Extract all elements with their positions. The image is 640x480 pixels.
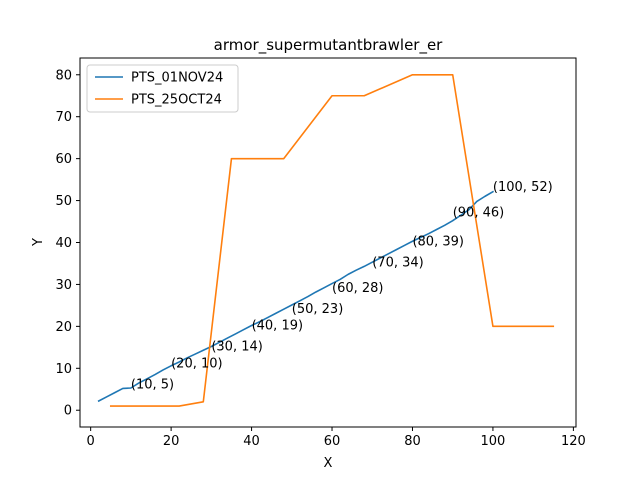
data-label: (60, 28): [332, 281, 384, 296]
data-label: (30, 14): [211, 340, 262, 355]
y-tick-label: 50: [55, 194, 72, 209]
data-label: (100, 52): [493, 180, 553, 195]
data-label: (50, 23): [292, 302, 344, 317]
data-label: (20, 10): [171, 356, 223, 371]
data-label: (40, 19): [252, 319, 304, 334]
x-tick-label: 120: [561, 434, 586, 449]
y-tick-label: 70: [55, 110, 72, 125]
chart-title: armor_supermutantbrawler_er: [214, 36, 444, 55]
y-tick-label: 30: [55, 278, 72, 293]
series-line-PTS_01NOV24: [97, 190, 495, 403]
data-label: (10, 5): [131, 377, 174, 392]
y-tick-label: 40: [55, 236, 72, 251]
y-tick-label: 60: [55, 152, 72, 167]
y-tick-label: 20: [55, 320, 72, 335]
y-tick-label: 80: [55, 68, 72, 83]
series-line-PTS_25OCT24: [109, 73, 555, 407]
data-label: (80, 39): [412, 235, 464, 250]
x-tick-label: 60: [324, 434, 341, 449]
plot-area: (10, 5) (20, 10)(30, 14) (40, 19) (50, 23) (…: [97, 73, 555, 407]
x-tick-label: 0: [87, 434, 95, 449]
x-axis-label: X: [324, 456, 333, 471]
legend: PTS_01NOV24 PTS_25OCT24: [86, 64, 239, 113]
legend-label: PTS_01NOV24: [131, 71, 223, 86]
y-axis-label: Y: [31, 238, 46, 247]
x-tick-label: 80: [404, 434, 421, 449]
legend-label: PTS_25OCT24: [131, 93, 222, 108]
legend-box: [86, 64, 239, 113]
x-tick-label: 100: [481, 434, 506, 449]
x-tick-label: 40: [243, 434, 260, 449]
data-label: (90, 46): [453, 205, 505, 220]
data-label: (70, 34): [372, 256, 424, 271]
y-tick-label: 0: [64, 404, 72, 419]
y-tick-label: 10: [55, 362, 72, 377]
x-tick-label: 20: [163, 434, 180, 449]
